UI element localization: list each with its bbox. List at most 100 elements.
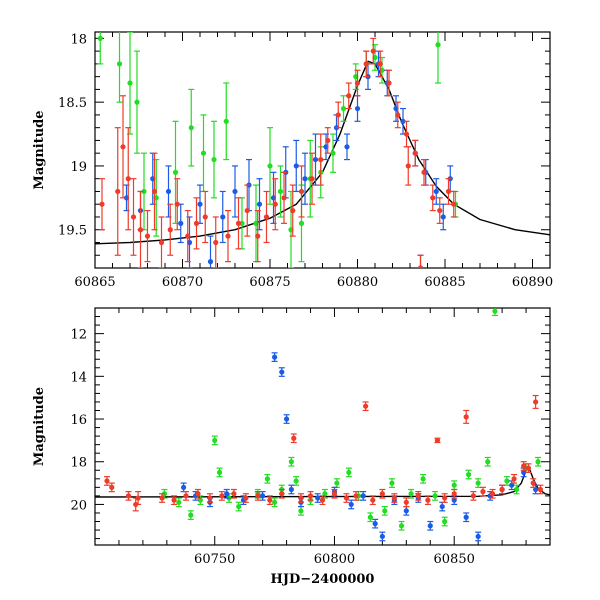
data-point [255,493,261,499]
data-point [104,478,110,484]
y-tick-label: 18.5 [58,96,87,111]
data-point [389,480,395,486]
data-point [319,497,326,503]
data-point [298,508,304,514]
data-point [188,125,194,131]
data-point [509,482,515,488]
data-point [197,201,203,207]
x-tick-label: 60890 [512,275,553,290]
data-point [279,491,285,497]
data-point [530,480,536,486]
data-point [451,497,457,503]
data-point [134,99,140,105]
data-point [256,201,263,207]
data-point [307,493,314,499]
data-point [207,495,213,501]
bottom-panel-full: 60750 60800 60850 12 14 16 18 20 Magnitude HJD−24… [32,307,551,587]
data-point [243,495,249,501]
data-point [363,403,369,409]
data-point [499,486,505,493]
data-point [346,93,352,99]
data-point [425,497,431,503]
data-point [288,459,294,465]
data-point [421,169,427,175]
data-point [302,176,308,182]
data-point [335,112,341,118]
data-point [442,495,448,501]
data-point [417,265,424,268]
y-tick-label: 16 [70,413,87,428]
data-point [223,118,229,124]
data-point [176,499,182,505]
data-point [165,188,172,195]
data-point [141,188,147,195]
data-point [135,495,141,501]
data-point [220,214,226,220]
data-point [412,150,418,156]
data-point [451,491,457,497]
data-point [224,491,230,497]
y-axis-title: Magnitude [32,387,47,466]
data-point [219,493,225,499]
data-point [207,259,214,265]
data-point [115,188,121,195]
data-point [451,201,457,207]
data-point [395,112,401,118]
data-point [244,207,250,214]
data-point [174,201,180,207]
series-2 [103,394,544,512]
series-1 [180,352,539,542]
data-point [420,476,426,482]
data-point [298,188,305,195]
y-tick-label: 19.5 [58,224,87,239]
data-point [537,486,544,493]
data-point [430,195,436,201]
data-point [403,508,409,514]
data-point [315,495,321,501]
data-point [382,508,388,514]
top-panel-zoom: 60865 60870 60875 60880 60885 60890 18 18.5 19 19… [32,31,553,290]
data-point [434,437,441,443]
x-tick-label: 60800 [314,552,355,567]
data-point [211,156,217,163]
data-point [331,491,338,497]
data-point [279,369,285,375]
data-point [379,533,385,540]
data-point [465,471,472,478]
series-1 [123,50,454,268]
data-point [178,220,184,226]
data-point [372,521,378,527]
x-tick-label: 60885 [424,275,465,290]
x-tick-label: 60870 [162,275,203,290]
data-point [298,220,305,226]
data-point [293,163,299,169]
data-point [312,156,319,163]
data-point [212,437,218,443]
data-point [97,35,103,41]
data-point [535,459,541,465]
data-point [370,48,376,54]
data-point [202,214,208,220]
y-axis-title: Magnitude [32,110,47,189]
data-point [127,80,133,86]
data-point [213,239,219,246]
data-point [291,435,297,441]
data-point [363,61,369,67]
data-point [442,518,448,525]
data-point [386,80,392,86]
data-point [427,523,433,529]
y-tick-label: 18 [70,32,87,47]
data-point [181,484,187,490]
data-point [158,239,165,246]
data-point [334,480,340,486]
data-point [116,61,123,67]
data-point [489,491,496,497]
data-point [255,233,261,239]
data-point [120,144,126,150]
data-point [346,469,352,476]
data-point [281,195,287,201]
data-point [267,163,273,169]
data-point [379,491,385,497]
x-tick-label: 60880 [337,275,378,290]
plot-frame [94,31,551,269]
